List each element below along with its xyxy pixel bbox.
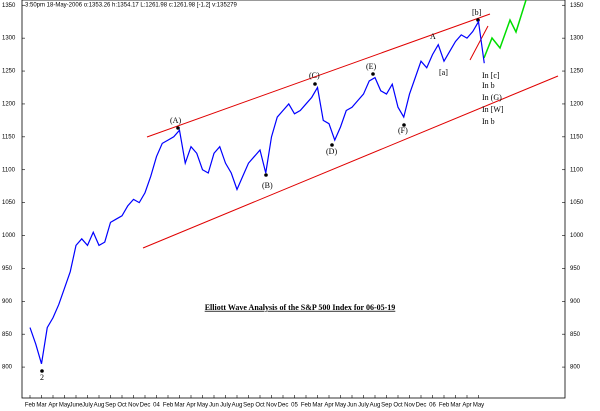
wave-label: (C): [309, 71, 320, 80]
x-tick-label: Mar: [174, 403, 184, 409]
x-tick-label: Nov: [266, 403, 277, 409]
x-tick-label: Nov: [404, 403, 415, 409]
lower-trend-line: [142, 75, 559, 249]
y-tick-label-right: 1000: [570, 233, 584, 239]
pivot-dot: [264, 173, 268, 177]
pivot-dots: [40, 18, 480, 373]
y-tick-label: 1300: [2, 36, 16, 42]
x-tick-label: Aug: [232, 403, 243, 409]
x-tick-label: Dec: [140, 403, 151, 409]
y-tick-label-right: 1200: [570, 102, 584, 108]
x-tick-label: Apr: [324, 403, 333, 409]
x-tick-label: June: [69, 403, 83, 409]
y-tick-label: 1350: [2, 3, 16, 9]
y-tick-label-right: 800: [570, 365, 581, 371]
x-tick-label: May: [59, 403, 70, 409]
pivot-dot: [176, 126, 180, 130]
x-tick-label: Aug: [370, 403, 381, 409]
x-tick-label: May: [197, 403, 208, 409]
x-tick-label: May: [473, 403, 484, 409]
x-tick-label: Feb: [163, 403, 174, 409]
y-tick-label-right: 900: [570, 299, 581, 305]
pivot-dot: [476, 18, 480, 22]
wave-label: [a]: [439, 68, 448, 77]
y-tick-label: 900: [2, 299, 13, 305]
x-tick-label: Sep: [105, 403, 116, 409]
y-tick-label-right: 850: [570, 332, 581, 338]
x-tick-label: Dec: [416, 403, 427, 409]
y-tick-label: 1000: [2, 233, 16, 239]
wave-label: In [c]: [482, 71, 500, 80]
y-tick-label-right: 1100: [570, 167, 584, 173]
trend-lines: [142, 13, 559, 249]
y-tick-label: 1200: [2, 102, 16, 108]
x-tick-label: Feb: [301, 403, 312, 409]
pivot-dot: [40, 369, 44, 373]
x-tick-label: Jun: [209, 403, 219, 409]
x-tick-label: Sep: [243, 403, 254, 409]
y-tick-label-right: 1050: [570, 200, 584, 206]
x-tick-label: July: [220, 403, 231, 409]
chart-subtitle: 3:50pm 18-May-2006 o:1353.26 h:1354.17 L…: [25, 3, 237, 9]
y-tick-label: 1100: [2, 167, 16, 173]
wave-label: In b: [482, 81, 495, 90]
wave-label: In (G): [482, 93, 502, 102]
wave-label: (F): [398, 126, 408, 135]
wave-label: (B): [262, 181, 273, 190]
x-tick-label: Aug: [94, 403, 105, 409]
wave-label: A: [430, 32, 436, 41]
wave-label: (E): [366, 62, 377, 71]
x-tick-label: Mar: [312, 403, 322, 409]
wave-label: 2: [40, 373, 44, 382]
x-tick-label: Apr: [186, 403, 195, 409]
plot-frame: [21, 0, 566, 399]
x-tick-label: 06: [429, 403, 436, 409]
x-tick-label: July: [82, 403, 93, 409]
y-tick-label: 800: [2, 365, 13, 371]
price-line: [29, 19, 485, 364]
x-tick-label: Feb: [439, 403, 450, 409]
x-tick-label: Feb: [25, 403, 36, 409]
projection-path: [483, 0, 527, 59]
y-tick-label: 1050: [2, 200, 16, 206]
wave-label: (A): [170, 116, 181, 125]
x-tick-label: Apr: [48, 403, 57, 409]
x-tick-label: Jun: [347, 403, 357, 409]
y-tick-label: 1250: [2, 69, 16, 75]
x-tick-label: Oct: [393, 403, 403, 409]
y-tick-label-right: 1250: [570, 69, 584, 75]
wave-label: [b]: [472, 8, 482, 17]
x-tick-label: 05: [291, 403, 298, 409]
wave-label: In [W]: [482, 105, 504, 114]
chart-title: Elliott Wave Analysis of the S&P 500 Ind…: [205, 303, 396, 312]
y-tick-label: 850: [2, 332, 13, 338]
pivot-dot: [402, 123, 406, 127]
y-tick-label: 1150: [2, 134, 16, 140]
x-tick-label: Oct: [255, 403, 265, 409]
y-tick-label-right: 1350: [570, 3, 584, 9]
wave-label: (D): [326, 147, 337, 156]
x-tick-label: Apr: [462, 403, 471, 409]
wedge-line: [469, 25, 489, 61]
wave-label: In b: [482, 117, 495, 126]
upper-trend-line: [146, 13, 491, 138]
y-tick-label-right: 950: [570, 266, 581, 272]
x-tick-label: Mar: [36, 403, 46, 409]
x-tick-label: Dec: [278, 403, 289, 409]
pivot-dot: [313, 82, 317, 86]
pivot-dot: [330, 143, 334, 147]
pivot-dot: [371, 72, 375, 76]
x-tick-label: Oct: [117, 403, 127, 409]
y-tick-label: 950: [2, 266, 13, 272]
x-tick-label: 04: [153, 403, 160, 409]
x-tick-label: Mar: [450, 403, 460, 409]
y-tick-label-right: 1150: [570, 134, 584, 140]
x-tick-label: Nov: [128, 403, 139, 409]
x-tick-label: May: [335, 403, 346, 409]
y-tick-label-right: 1300: [570, 36, 584, 42]
x-tick-label: July: [358, 403, 369, 409]
x-tick-label: Sep: [381, 403, 392, 409]
